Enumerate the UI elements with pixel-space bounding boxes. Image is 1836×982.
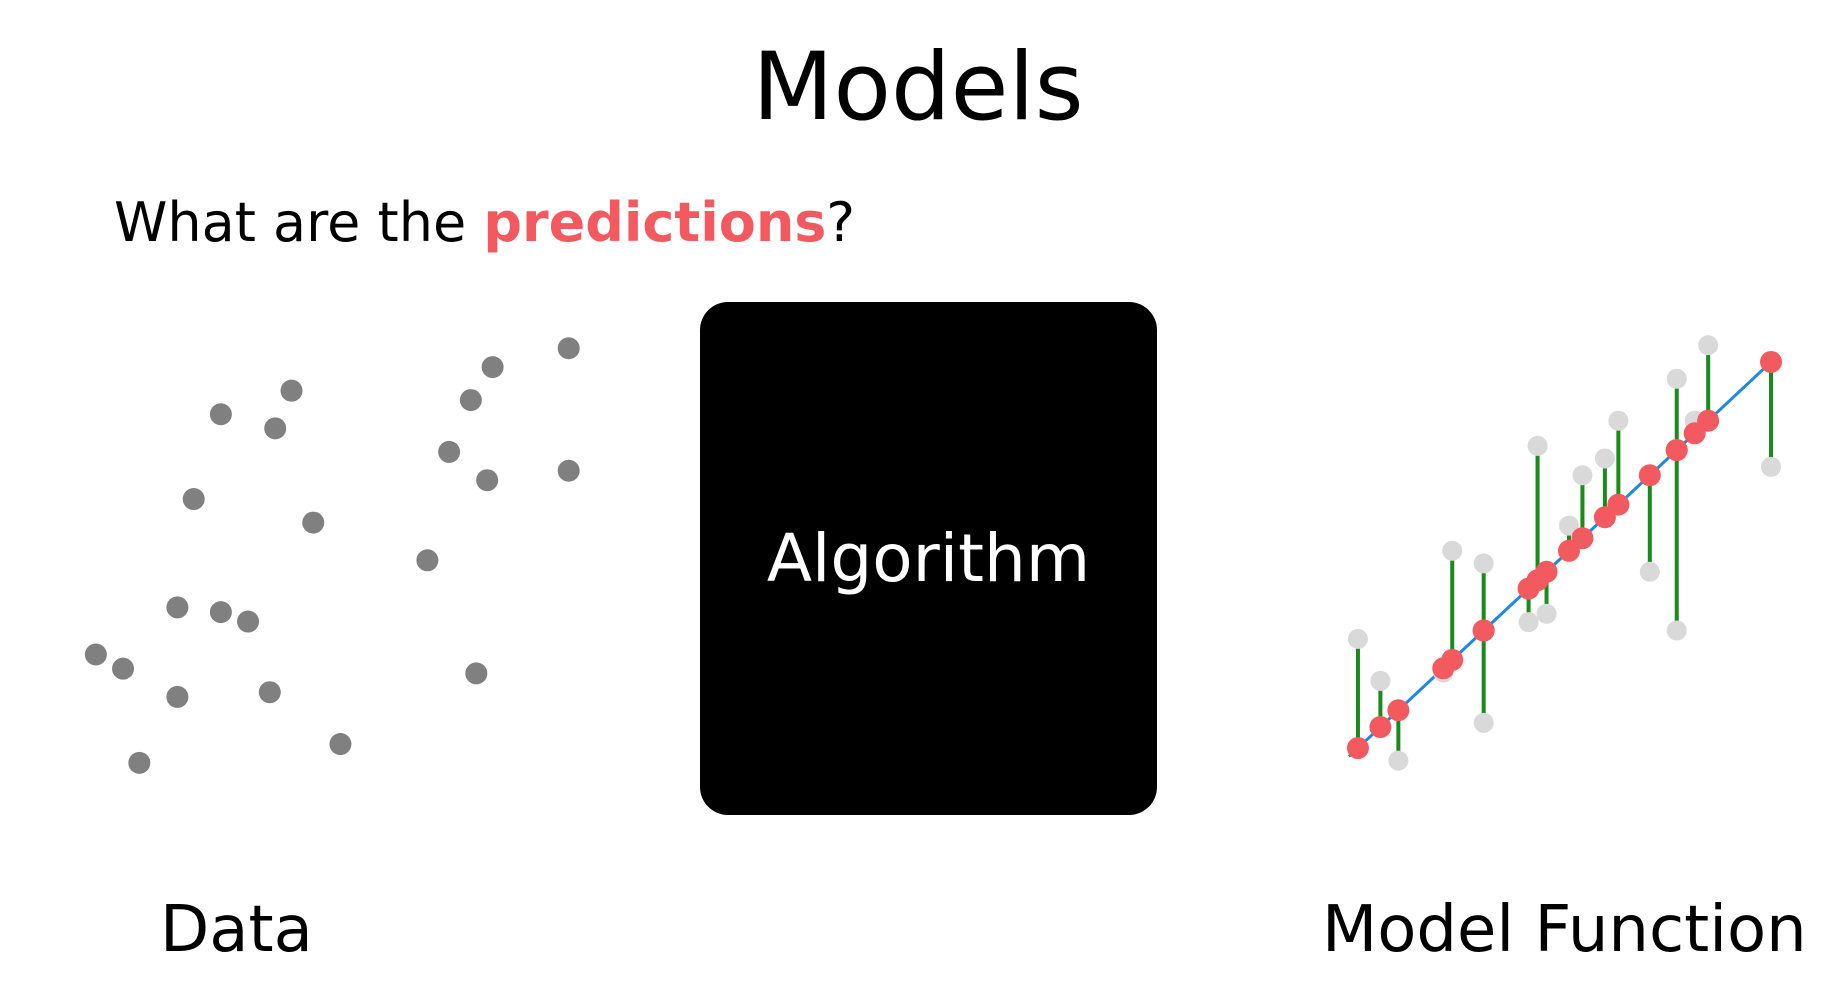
- observed-point: [1666, 368, 1687, 389]
- observed-point: [1518, 612, 1539, 633]
- observed-point: [1639, 561, 1660, 582]
- prediction-point: [1387, 699, 1410, 722]
- algorithm-box: Algorithm: [700, 302, 1157, 815]
- data-point: [264, 417, 287, 440]
- data-point: [329, 733, 352, 756]
- data-caption: Data: [160, 893, 313, 967]
- observed-point: [1527, 435, 1548, 456]
- prediction-point: [1607, 493, 1630, 516]
- observed-point: [1761, 456, 1782, 477]
- prediction-point: [1369, 716, 1392, 739]
- observed-point: [1572, 465, 1593, 486]
- observed-point: [1388, 750, 1409, 771]
- observed-point: [1347, 628, 1368, 649]
- observed-point: [1536, 603, 1557, 624]
- model-function-caption: Model Function: [1322, 893, 1807, 967]
- question-text: What are the predictions?: [114, 188, 855, 258]
- data-point: [476, 469, 499, 492]
- data-point: [166, 596, 189, 619]
- data-scatter-plot: [84, 337, 580, 774]
- data-point: [481, 356, 504, 379]
- prediction-point: [1760, 350, 1783, 373]
- data-point: [237, 610, 260, 633]
- data-point: [438, 440, 461, 463]
- data-point: [465, 662, 488, 685]
- data-point: [209, 601, 232, 624]
- prediction-point: [1571, 527, 1594, 550]
- observed-point: [1473, 553, 1494, 574]
- data-point: [112, 657, 135, 680]
- data-point: [84, 643, 107, 666]
- data-point: [166, 685, 189, 708]
- data-point: [557, 459, 580, 482]
- prediction-point: [1472, 619, 1495, 642]
- observed-point: [1666, 620, 1687, 641]
- observed-point: [1608, 410, 1629, 431]
- data-point: [209, 403, 232, 426]
- data-point: [557, 337, 580, 360]
- question-suffix: ?: [826, 191, 856, 254]
- data-point: [128, 751, 151, 774]
- slide-title: Models: [752, 33, 1084, 142]
- prediction-point: [1535, 560, 1558, 583]
- prediction-point: [1638, 464, 1661, 487]
- prediction-point: [1697, 409, 1720, 432]
- observed-point: [1594, 448, 1615, 469]
- observed-point: [1442, 540, 1463, 561]
- data-point: [416, 549, 439, 572]
- data-point: [302, 511, 325, 534]
- algorithm-label: Algorithm: [766, 519, 1091, 597]
- question-highlight: predictions: [483, 191, 827, 254]
- data-point: [258, 681, 281, 704]
- data-point: [459, 389, 482, 412]
- observed-point: [1698, 335, 1719, 356]
- observed-point: [1558, 515, 1579, 536]
- observed-point: [1473, 712, 1494, 733]
- prediction-point: [1441, 648, 1464, 671]
- observed-point: [1370, 670, 1391, 691]
- prediction-point: [1346, 737, 1369, 760]
- data-point: [280, 379, 303, 402]
- data-point: [182, 488, 205, 511]
- question-prefix: What are the: [114, 191, 484, 254]
- prediction-point: [1665, 439, 1688, 462]
- model-function-plot: [1346, 335, 1783, 771]
